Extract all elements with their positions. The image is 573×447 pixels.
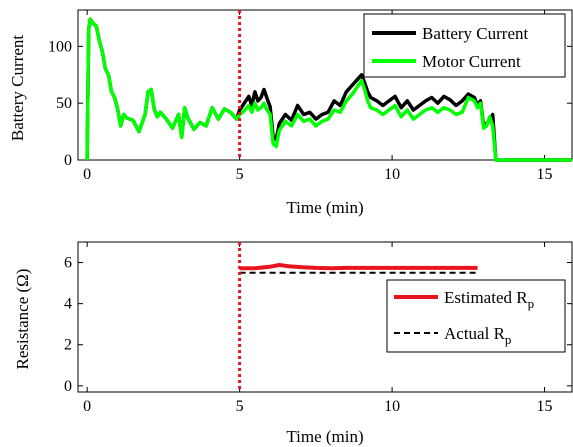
bottom-x-ticks: 0 5 10 15: [83, 242, 553, 415]
bottom-y-tick-label-1: 2: [64, 337, 72, 354]
bottom-y-axis-label: Resistance (Ω): [13, 269, 32, 370]
top-x-tick-label-0: 0: [83, 166, 91, 183]
top-series-motor-current-line: [85, 17, 572, 162]
top-legend-box: [363, 13, 566, 78]
legend-estimated-rp-label: Estimated Rp: [444, 288, 534, 311]
bottom-legend: Estimated Rp Actual Rp: [386, 279, 566, 353]
top-y-ticks: 0 50 100: [48, 38, 572, 169]
bottom-x-tick-label-2: 10: [384, 398, 400, 415]
bottom-chart: 0 5 10 15 0 2 4 6 Time (min) Resistance (Ω) Es…: [13, 241, 573, 446]
bottom-legend-box: [386, 279, 566, 353]
legend-actual-rp-label: Actual Rp: [444, 324, 511, 347]
top-x-axis-label: Time (min): [286, 198, 363, 217]
legend-motor-current-label: Motor Current: [422, 52, 521, 71]
bottom-x-tick-label-1: 5: [236, 398, 244, 415]
bottom-series-group: [239, 263, 478, 274]
legend-actual-rp-name: Actual R: [444, 324, 506, 343]
bottom-y-tick-label-2: 4: [64, 296, 72, 313]
top-x-tick-label-2: 10: [384, 166, 400, 183]
top-legend: Battery Current Motor Current: [363, 13, 566, 78]
top-y-tick-label-0: 0: [64, 152, 72, 169]
top-y-axis-label: Battery Current: [8, 35, 27, 141]
bottom-x-tick-label-3: 15: [537, 398, 553, 415]
bottom-plot-frame: [77, 241, 573, 393]
legend-estimated-rp-subscript: p: [528, 296, 535, 311]
bottom-x-tick-label-0: 0: [83, 398, 91, 415]
bottom-x-axis-label: Time (min): [286, 427, 363, 446]
top-plot-frame: [77, 9, 573, 161]
bottom-y-tick-label-3: 6: [64, 255, 72, 272]
bottom-y-ticks: 0 2 4 6: [64, 255, 572, 395]
legend-actual-rp-subscript: p: [505, 332, 512, 347]
top-chart: 0 5 10 15 0 50 100 Time (min) Battery Current…: [8, 9, 573, 217]
top-y-tick-label-1: 50: [56, 95, 72, 112]
bottom-series-estimated-rp-line: [239, 263, 478, 271]
legend-estimated-rp-name: Estimated R: [444, 288, 528, 307]
top-x-tick-label-1: 5: [236, 166, 244, 183]
top-series-group: [85, 17, 572, 162]
top-y-tick-label-2: 100: [48, 38, 72, 55]
legend-battery-current-label: Battery Current: [422, 24, 528, 43]
top-x-tick-label-3: 15: [537, 166, 553, 183]
bottom-y-tick-label-0: 0: [64, 378, 72, 395]
